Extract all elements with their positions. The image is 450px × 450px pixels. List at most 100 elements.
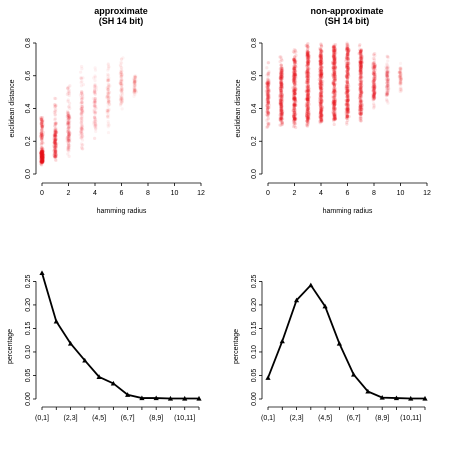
scatter-point — [372, 57, 376, 61]
scatter-point — [41, 159, 45, 164]
scatter-point — [40, 125, 44, 129]
scatter-point — [40, 124, 44, 128]
scatter-point — [359, 95, 364, 99]
scatter-point — [53, 121, 58, 125]
scatter-point — [79, 115, 84, 120]
scatter-point — [39, 117, 43, 121]
scatter-point — [40, 150, 44, 154]
scatter-point — [40, 161, 44, 165]
scatter-point — [40, 157, 45, 162]
scatter-point — [80, 100, 84, 104]
scatter-point — [120, 90, 124, 94]
scatter-point — [319, 84, 323, 89]
scatter-point — [40, 151, 44, 155]
scatter-point — [40, 135, 44, 139]
scatter-point — [53, 134, 57, 139]
scatter-point — [53, 137, 57, 141]
scatter-point — [106, 101, 110, 105]
scatter-point — [66, 142, 70, 146]
scatter-point — [53, 148, 57, 152]
scatter-point — [79, 118, 84, 122]
scatter-point — [40, 149, 44, 154]
scatter-point — [93, 124, 97, 128]
scatter-point — [39, 146, 43, 150]
scatter-point — [40, 158, 44, 162]
scatter-point — [67, 90, 71, 94]
scatter-point — [40, 160, 44, 164]
scatter-point — [52, 148, 56, 152]
x-tick-label: 2 — [67, 190, 71, 197]
scatter-point — [266, 111, 270, 115]
scatter-point — [54, 130, 58, 134]
scatter-point — [40, 122, 44, 127]
scatter-point — [93, 104, 97, 108]
scatter-point — [93, 103, 97, 108]
scatter-point — [81, 93, 85, 97]
scatter-point — [40, 156, 44, 160]
scatter-point — [79, 121, 83, 125]
scatter-point — [40, 156, 44, 160]
scatter-point — [40, 145, 44, 149]
scatter-point — [53, 132, 57, 137]
scatter-point — [279, 85, 284, 89]
scatter-point — [52, 130, 57, 134]
scatter-point — [40, 152, 44, 156]
scatter-point — [346, 57, 350, 61]
scatter-point — [93, 97, 97, 101]
scatter-point — [53, 129, 57, 133]
scatter-point — [40, 152, 44, 156]
scatter-point — [106, 90, 110, 94]
scatter-point — [53, 152, 57, 156]
scatter-point — [39, 160, 43, 164]
scatter-point — [54, 96, 58, 101]
scatter-point — [81, 108, 85, 113]
x-tick-label: 0 — [40, 190, 44, 197]
scatter-point — [54, 130, 58, 134]
scatter-point — [39, 157, 43, 161]
scatter-point — [107, 82, 111, 87]
scatter-point — [305, 124, 310, 128]
scatter-point — [319, 57, 323, 61]
scatter-point — [52, 143, 56, 148]
data-point-triangle — [265, 375, 271, 380]
scatter-point — [39, 151, 43, 155]
scatter-point — [107, 123, 111, 127]
scatter-point — [359, 103, 363, 107]
scatter-point — [41, 157, 45, 161]
scatter-point — [345, 95, 349, 99]
scatter-point — [53, 141, 58, 145]
scatter-point — [373, 73, 377, 77]
scatter-point — [93, 99, 97, 103]
scatter-point — [67, 132, 71, 136]
scatter-point — [266, 125, 270, 129]
scatter-point — [54, 134, 58, 138]
scatter-point — [306, 117, 310, 121]
scatter-point — [94, 129, 98, 134]
scatter-point — [53, 124, 57, 128]
scatter-point — [39, 151, 43, 155]
scatter-point — [54, 121, 58, 125]
scatter-point — [66, 131, 71, 135]
scatter-point — [53, 129, 57, 133]
scatter-point — [372, 52, 376, 56]
scatter-point — [66, 86, 70, 90]
scatter-point — [54, 109, 58, 114]
scatter-point — [53, 112, 57, 116]
scatter-point — [54, 149, 58, 153]
scatter-point — [52, 155, 57, 159]
scatter-point — [92, 101, 96, 105]
scatter-point — [265, 85, 269, 90]
scatter-point — [39, 155, 43, 159]
scatter-point — [399, 81, 403, 85]
scatter-point — [53, 158, 58, 162]
scatter-point — [41, 155, 46, 159]
scatter-point — [106, 107, 110, 111]
scatter-point — [93, 119, 97, 123]
scatter-point — [93, 99, 97, 103]
scatter-point — [294, 112, 298, 116]
chart-subtitle: (SH 14 bit) — [325, 16, 370, 26]
scatter-point — [293, 55, 297, 59]
scatter-point — [39, 155, 44, 159]
scatter-point — [39, 159, 43, 164]
scatter-point — [80, 100, 84, 104]
